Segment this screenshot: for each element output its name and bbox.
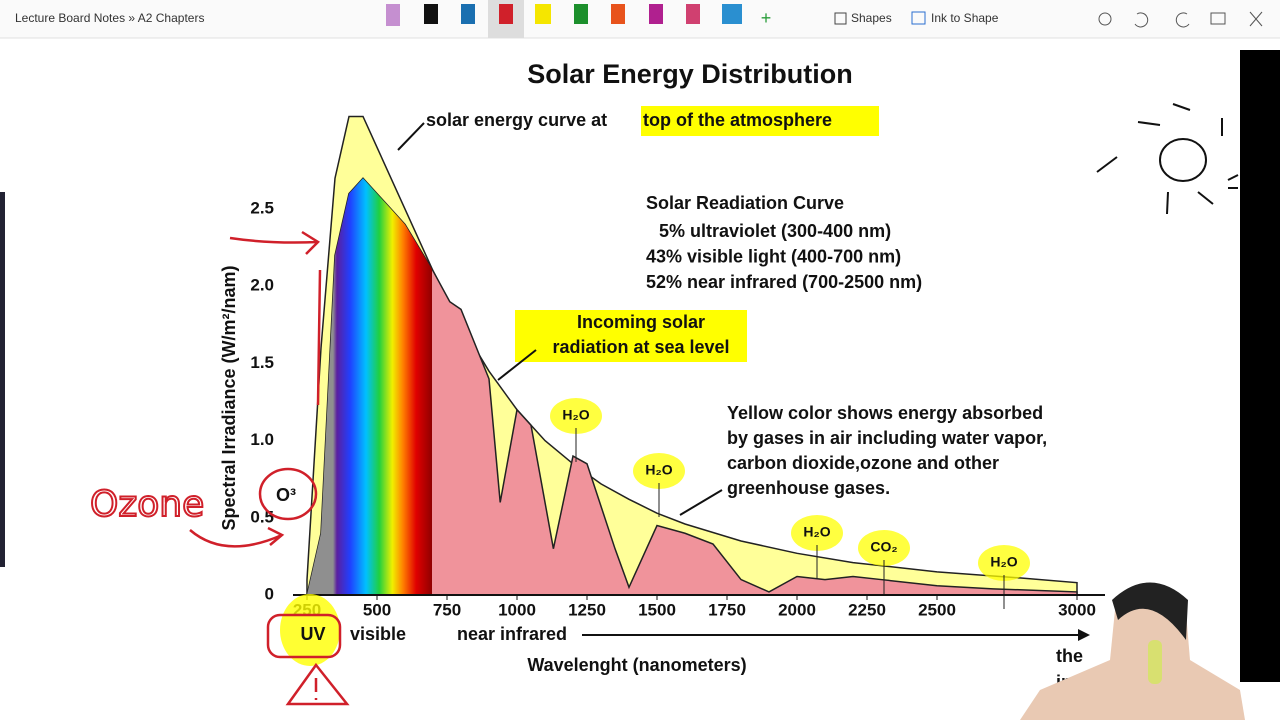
sea-level-label: radiation at sea level [552,337,729,357]
y-tick-label: 2.0 [250,276,274,295]
x-tick-label: 2250 [848,600,886,619]
note-line: by gases in air including water vapor, [727,428,1047,448]
breadcrumb[interactable]: Lecture Board Notes » A2 Chapters [15,11,204,25]
ink-warning [285,662,350,706]
gas-label: CO₂ [870,539,897,555]
highlight [550,398,602,434]
arrow-head [1078,629,1090,641]
highlight [858,530,910,566]
band-label: visible [350,624,406,644]
ink-circle [258,467,318,521]
pointer [497,349,537,381]
toolbar [0,0,1280,38]
ink-to-shape-button[interactable]: Ink to Shape [931,11,999,25]
toolbar-icons[interactable] [1098,11,1263,28]
x-axis-label: Wavelenght (nanometers) [527,655,746,675]
x-tick-label: 2000 [778,600,816,619]
highlight [791,515,843,551]
x-tick-label: 1500 [638,600,676,619]
y-tick-label: 1.0 [250,430,274,449]
x-tick-label: 1000 [498,600,536,619]
shapes-button[interactable]: Shapes [851,11,892,25]
highlight [515,310,747,362]
note-line: Yellow color shows energy absorbed [727,403,1043,423]
band-label: near infrared [457,624,567,644]
pointer [397,122,425,151]
highlight [280,594,340,666]
gas-label: H₂O [803,524,830,540]
gas-label: H₂O [990,554,1017,570]
note-line: greenhouse gases. [727,478,890,498]
y-tick-label: 2.5 [250,199,274,218]
sun-doodle [1096,103,1239,215]
side-bar [1240,50,1280,682]
band-label: the [1056,646,1083,666]
curve-label: solar energy curve at [426,110,607,130]
chart: Solar Energy Distribution H₂O H₂O H₂O CO₂ H₂O… [89,59,1105,706]
ink-box [266,613,342,659]
x-tick-label: 2500 [918,600,956,619]
highlight [633,453,685,489]
gas-label: H₂O [645,462,672,478]
ink-arrow [189,526,285,548]
shapes-icon [834,12,847,25]
sea-level-label: Incoming solar [577,312,705,332]
ink-icon [911,11,926,25]
pointer [679,489,723,516]
chart-title: Solar Energy Distribution [527,59,853,89]
ink-text: Ozone [90,484,204,525]
box-line: 43% visible light (400-700 nm) [646,246,901,266]
box-line: 5% ultraviolet (300-400 nm) [659,221,891,241]
box-line: 52% near infrared (700-2500 nm) [646,272,922,292]
ink-text: O³ [276,485,296,505]
series-name: top of the atmosphere [643,110,832,130]
x-tick-label: 500 [363,600,391,619]
ink-arrow [229,230,322,406]
note-line: carbon dioxide,ozone and other [727,453,999,473]
band-label: UV [300,624,325,644]
y-tick-label: 0 [265,584,274,603]
y-tick-label: 1.5 [250,353,274,372]
left-edge [0,192,5,567]
box-title: Solar Readiation Curve [646,193,844,213]
presenter-video [1020,582,1245,720]
y-tick-label: 0.5 [250,507,274,526]
x-tick-label: 3000 [1058,600,1096,619]
x-tick-label: 1250 [568,600,606,619]
gas-label: H₂O [562,407,589,423]
highlight [978,545,1030,581]
y-axis-label: Spectral Irradiance (W/m²/nam) [219,265,239,530]
x-tick-label: 1750 [708,600,746,619]
pens[interactable]: + [386,0,771,38]
x-tick-label: 750 [433,600,461,619]
highlight [641,106,879,136]
svg-text:+: + [761,8,772,28]
